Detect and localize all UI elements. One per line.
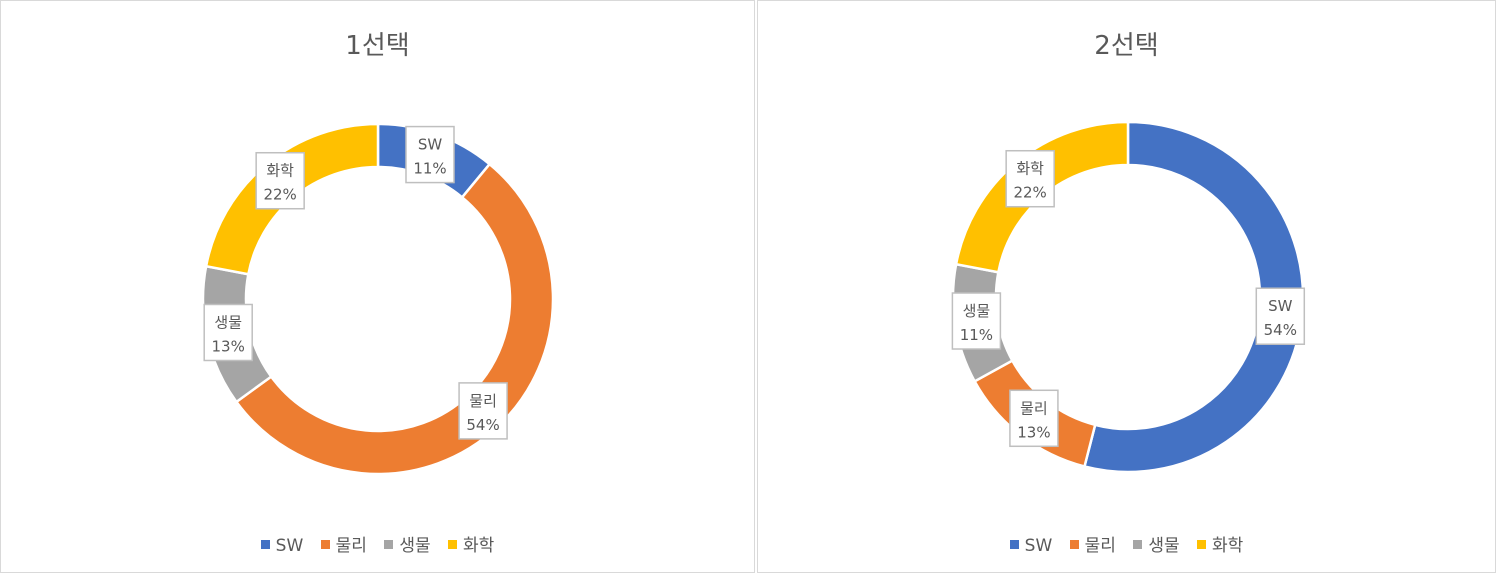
data-label-physics: 물리 13% bbox=[1009, 389, 1059, 448]
legend-label: SW bbox=[275, 536, 304, 556]
donut-slice-chemistry bbox=[954, 120, 1130, 274]
legend-swatch bbox=[1133, 539, 1143, 549]
data-label-percent: 11% bbox=[413, 160, 446, 178]
data-label-category: 물리 bbox=[1020, 399, 1048, 417]
data-label-sw: SW 11% bbox=[405, 125, 455, 184]
legend-item-chemistry: 화학 bbox=[1197, 531, 1243, 556]
data-label-percent: 11% bbox=[960, 326, 993, 344]
data-label-percent: 13% bbox=[212, 337, 245, 355]
data-label-percent: 13% bbox=[1017, 423, 1050, 441]
data-label-chemistry: 화학 22% bbox=[1005, 149, 1055, 208]
data-label-box bbox=[1005, 149, 1055, 208]
data-label-biology: 생물 13% bbox=[203, 303, 253, 362]
legend-swatch bbox=[320, 539, 330, 549]
legend-label: 생물 bbox=[1148, 536, 1180, 556]
data-label-category: SW bbox=[418, 136, 443, 154]
chart-title: 1선택 bbox=[345, 31, 410, 61]
data-label-category: 생물 bbox=[214, 313, 242, 331]
legend-item-sw: SW bbox=[260, 536, 304, 556]
legend-item-biology: 생물 bbox=[1133, 531, 1180, 556]
legend-item-chemistry: 화학 bbox=[448, 531, 494, 556]
data-label-box bbox=[405, 125, 455, 184]
data-label-sw: SW 54% bbox=[1255, 287, 1306, 345]
data-label-percent: 54% bbox=[1264, 321, 1297, 339]
legend-label: 화학 bbox=[1212, 536, 1244, 556]
data-label-biology: 생물 11% bbox=[951, 292, 1002, 350]
donut-slice-sw bbox=[1082, 120, 1305, 474]
data-label-physics: 물리 54% bbox=[458, 382, 508, 440]
legend-swatch bbox=[448, 539, 458, 549]
legend: SW 물리 생물 화학 bbox=[1, 531, 754, 556]
legend-item-physics: 물리 bbox=[1069, 531, 1116, 556]
legend-label: SW bbox=[1024, 536, 1053, 556]
legend-swatch bbox=[1069, 539, 1079, 549]
data-label-box bbox=[203, 303, 253, 362]
data-label-box bbox=[458, 382, 508, 440]
data-label-box bbox=[255, 151, 305, 210]
donut-chart-2: SW 54% 물리 13% 생물 11% 화학 22% bbox=[951, 120, 1306, 474]
donut-chart-1: SW 11% 물리 54% 생물 13% 화학 22% bbox=[201, 122, 555, 476]
data-label-percent: 54% bbox=[466, 416, 499, 434]
legend-label: 물리 bbox=[1084, 536, 1116, 556]
data-label-category: 물리 bbox=[469, 392, 497, 410]
legend-item-sw: SW bbox=[1009, 536, 1053, 556]
legend-label: 화학 bbox=[463, 536, 495, 556]
legend-swatch bbox=[1197, 539, 1207, 549]
data-label-percent: 22% bbox=[263, 186, 296, 204]
data-label-percent: 22% bbox=[1013, 184, 1046, 202]
legend-swatch bbox=[260, 539, 270, 549]
chart-panel-2: 2선택 SW 54% 물리 13% 생물 11% 화학 22% SW 물리 생물 화학 bbox=[757, 0, 1496, 573]
legend-label: 생물 bbox=[399, 536, 431, 556]
data-label-category: SW bbox=[1268, 297, 1293, 315]
data-label-box bbox=[1009, 389, 1059, 448]
donut-slice-chemistry bbox=[204, 122, 380, 276]
data-label-chemistry: 화학 22% bbox=[255, 151, 305, 210]
chart-title: 2선택 bbox=[1094, 31, 1159, 61]
legend-item-biology: 생물 bbox=[384, 531, 431, 556]
data-label-category: 생물 bbox=[963, 302, 991, 320]
data-label-category: 화학 bbox=[1016, 160, 1044, 178]
chart-panel-1: 1선택 SW 11% 물리 54% 생물 13% 화학 22% SW 물리 생물 화학 bbox=[0, 0, 755, 573]
legend-swatch bbox=[384, 539, 394, 549]
legend-swatch bbox=[1009, 539, 1019, 549]
legend-item-physics: 물리 bbox=[320, 531, 367, 556]
data-label-box bbox=[1255, 287, 1306, 345]
legend-label: 물리 bbox=[335, 536, 367, 556]
data-label-box bbox=[951, 292, 1002, 350]
legend: SW 물리 생물 화학 bbox=[758, 531, 1495, 556]
data-label-category: 화학 bbox=[266, 162, 294, 180]
